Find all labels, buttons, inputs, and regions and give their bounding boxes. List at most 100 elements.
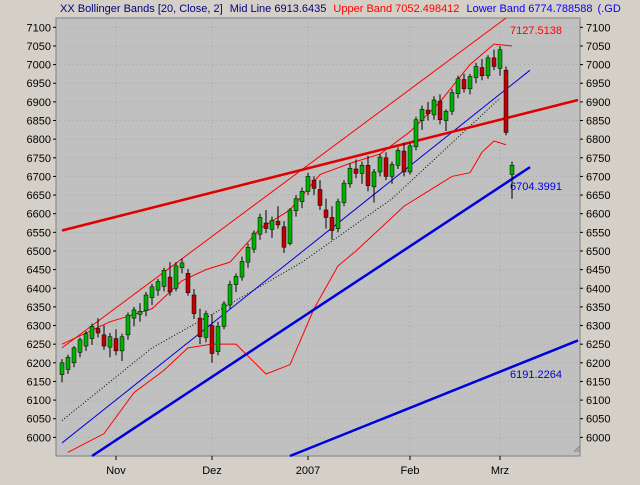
trend-line-upper-channel [61, 17, 507, 349]
candle [197, 308, 203, 345]
candle [167, 262, 173, 296]
y-tick-label-left: 6000 [27, 432, 51, 444]
candle-body [455, 78, 461, 94]
candle-body [377, 156, 383, 173]
candle [431, 96, 437, 120]
candle [281, 221, 287, 253]
y-tick-label-right: 6900 [586, 97, 610, 109]
upper-band-line [61, 43, 513, 345]
candle [257, 213, 263, 240]
candle [227, 280, 233, 309]
candle [395, 147, 401, 169]
header-mid-line: Mid Line 6913.6435 [230, 3, 327, 15]
candle-body [437, 100, 443, 121]
candle [143, 291, 149, 317]
y-tick-label-left: 6650 [27, 190, 51, 202]
candle-body [65, 356, 71, 370]
candle-body [509, 164, 515, 175]
candle [491, 49, 497, 71]
candle-body [215, 326, 221, 352]
candle-body [149, 286, 155, 298]
y-tick-label-right: 6950 [586, 78, 610, 90]
y-tick-label-right: 6850 [586, 116, 610, 128]
lower-band-line [67, 140, 507, 453]
candle-body [311, 179, 317, 189]
y-tick-label-right: 6150 [586, 376, 610, 388]
candle [341, 180, 347, 207]
candle [329, 206, 335, 240]
candle-body [77, 339, 83, 353]
candle [359, 161, 365, 184]
candle [407, 142, 413, 175]
candle-body [449, 92, 455, 112]
candle [371, 168, 377, 203]
mid-line [61, 97, 501, 421]
candle [413, 116, 419, 151]
y-tick-label-left: 6700 [27, 171, 51, 183]
resize-grip-icon[interactable] [573, 445, 581, 453]
candle-body [185, 273, 191, 293]
y-tick-label-left: 6500 [27, 246, 51, 258]
annotation-upper-value: 7127.5138 [510, 25, 562, 37]
y-tick-label-left: 6750 [27, 153, 51, 165]
y-tick-label-right: 7050 [586, 41, 610, 53]
candle [239, 256, 245, 281]
candle-body [329, 217, 335, 231]
candle-body [137, 311, 143, 315]
y-tick-label-left: 6850 [27, 116, 51, 128]
x-tick-label: Mrz [491, 465, 509, 477]
candle-body [95, 328, 101, 334]
candle [101, 325, 107, 350]
candle [335, 198, 341, 233]
candle-body [143, 294, 149, 311]
y-tick-label-right: 6600 [586, 209, 610, 221]
candle [461, 73, 467, 93]
candle [479, 59, 485, 81]
candle [191, 289, 197, 319]
candle [347, 163, 353, 188]
candle-body [359, 164, 365, 174]
x-tick-label: Feb [401, 465, 420, 477]
candle-body [425, 109, 431, 115]
candle-body [305, 176, 311, 192]
candle [59, 359, 65, 383]
candle [77, 337, 83, 358]
candle [89, 323, 95, 345]
candle [503, 66, 509, 136]
candle-body [125, 314, 131, 336]
candle [215, 321, 221, 356]
y-tick-label-left: 6800 [27, 134, 51, 146]
candle-body [173, 265, 179, 289]
candle [317, 180, 323, 210]
y-tick-label-right: 6750 [586, 153, 610, 165]
candle-body [401, 150, 407, 173]
candle [311, 176, 317, 196]
trend-line-support [91, 166, 531, 458]
y-tick-label-right: 6100 [586, 395, 610, 407]
y-tick-label-right: 7100 [586, 22, 610, 34]
candle-body [275, 220, 281, 226]
candle-body [461, 79, 467, 90]
candle-body [317, 189, 323, 206]
header-indicator: XX Bollinger Bands [20, Close, 2] [60, 3, 223, 15]
candle-body [407, 145, 413, 173]
candle-body [389, 164, 395, 177]
candle [287, 208, 293, 246]
candle-body [323, 209, 329, 218]
candle [125, 312, 131, 340]
candle-body [503, 69, 509, 133]
header-title: XX Bollinger Bands [20, Close, 2] Mid Li… [60, 3, 621, 15]
candle [179, 258, 185, 274]
y-tick-label-left: 6400 [27, 283, 51, 295]
candle [245, 243, 251, 268]
candle-body [467, 76, 473, 90]
candle-body [383, 157, 389, 177]
candle [449, 88, 455, 115]
candle-body [473, 66, 479, 78]
y-tick-label-left: 7100 [27, 22, 51, 34]
candle-body [221, 303, 227, 327]
candle [65, 354, 71, 374]
bollinger-bands [61, 43, 513, 453]
